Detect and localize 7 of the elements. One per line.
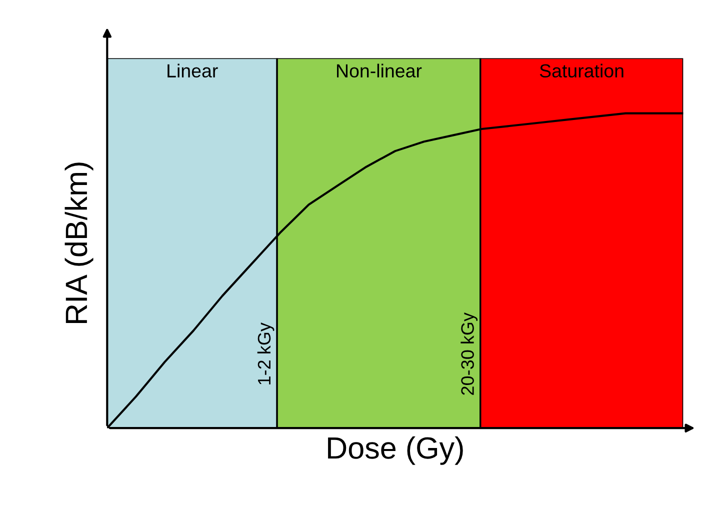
text: Linear xyxy=(168,64,218,78)
y-axis-title: RIA (dB/km) xyxy=(64,162,94,323)
x-axis-title: Dose (Gy) xyxy=(328,436,463,465)
text: Saturation xyxy=(540,64,624,78)
text: Non-linear xyxy=(337,64,422,78)
annotation: 1-2 kGy xyxy=(257,322,274,384)
annotation: 20-30 kGy xyxy=(460,312,478,395)
